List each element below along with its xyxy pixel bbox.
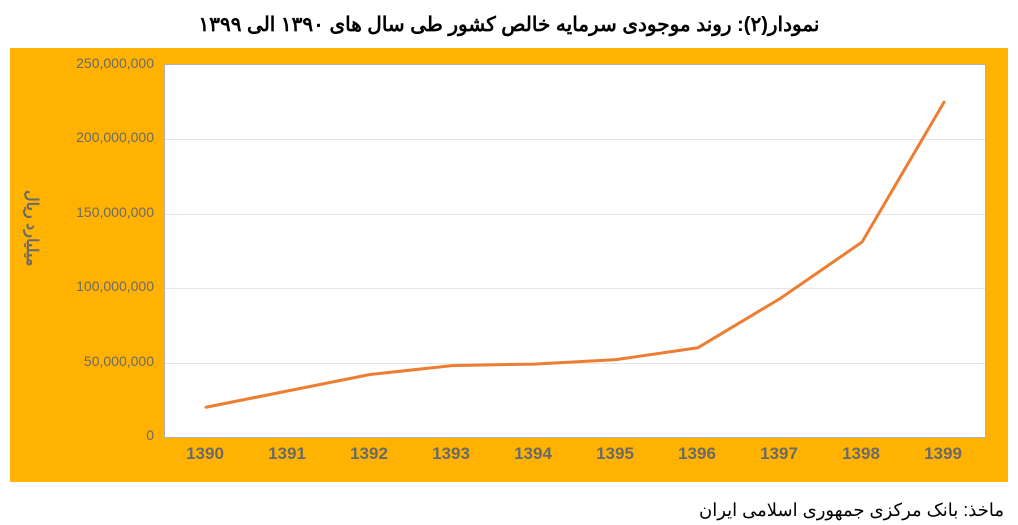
x-tick-label: 1393 bbox=[410, 444, 492, 464]
x-tick-label: 1390 bbox=[164, 444, 246, 464]
x-tick-label: 1397 bbox=[738, 444, 820, 464]
chart-title: نمودار(۲): روند موجودی سرمایه خالص کشور … bbox=[0, 0, 1018, 37]
y-tick-label: 0 bbox=[10, 427, 154, 443]
y-axis-title: میلیارد ریال bbox=[22, 190, 41, 266]
page-root: نمودار(۲): روند موجودی سرمایه خالص کشور … bbox=[0, 0, 1018, 525]
x-tick-label: 1398 bbox=[820, 444, 902, 464]
plot-area bbox=[164, 64, 986, 438]
x-tick-label: 1399 bbox=[902, 444, 984, 464]
line-series bbox=[165, 65, 985, 437]
x-tick-label: 1396 bbox=[656, 444, 738, 464]
y-tick-label: 100,000,000 bbox=[10, 278, 154, 294]
chart-outer: 050,000,000100,000,000150,000,000200,000… bbox=[10, 48, 1008, 482]
y-tick-label: 250,000,000 bbox=[10, 55, 154, 71]
x-tick-label: 1391 bbox=[246, 444, 328, 464]
x-tick-label: 1395 bbox=[574, 444, 656, 464]
x-tick-label: 1392 bbox=[328, 444, 410, 464]
y-tick-label: 200,000,000 bbox=[10, 129, 154, 145]
x-tick-label: 1394 bbox=[492, 444, 574, 464]
source-label: ماخذ: بانک مرکزی جمهوری اسلامی ایران bbox=[699, 500, 1004, 521]
y-tick-label: 50,000,000 bbox=[10, 353, 154, 369]
